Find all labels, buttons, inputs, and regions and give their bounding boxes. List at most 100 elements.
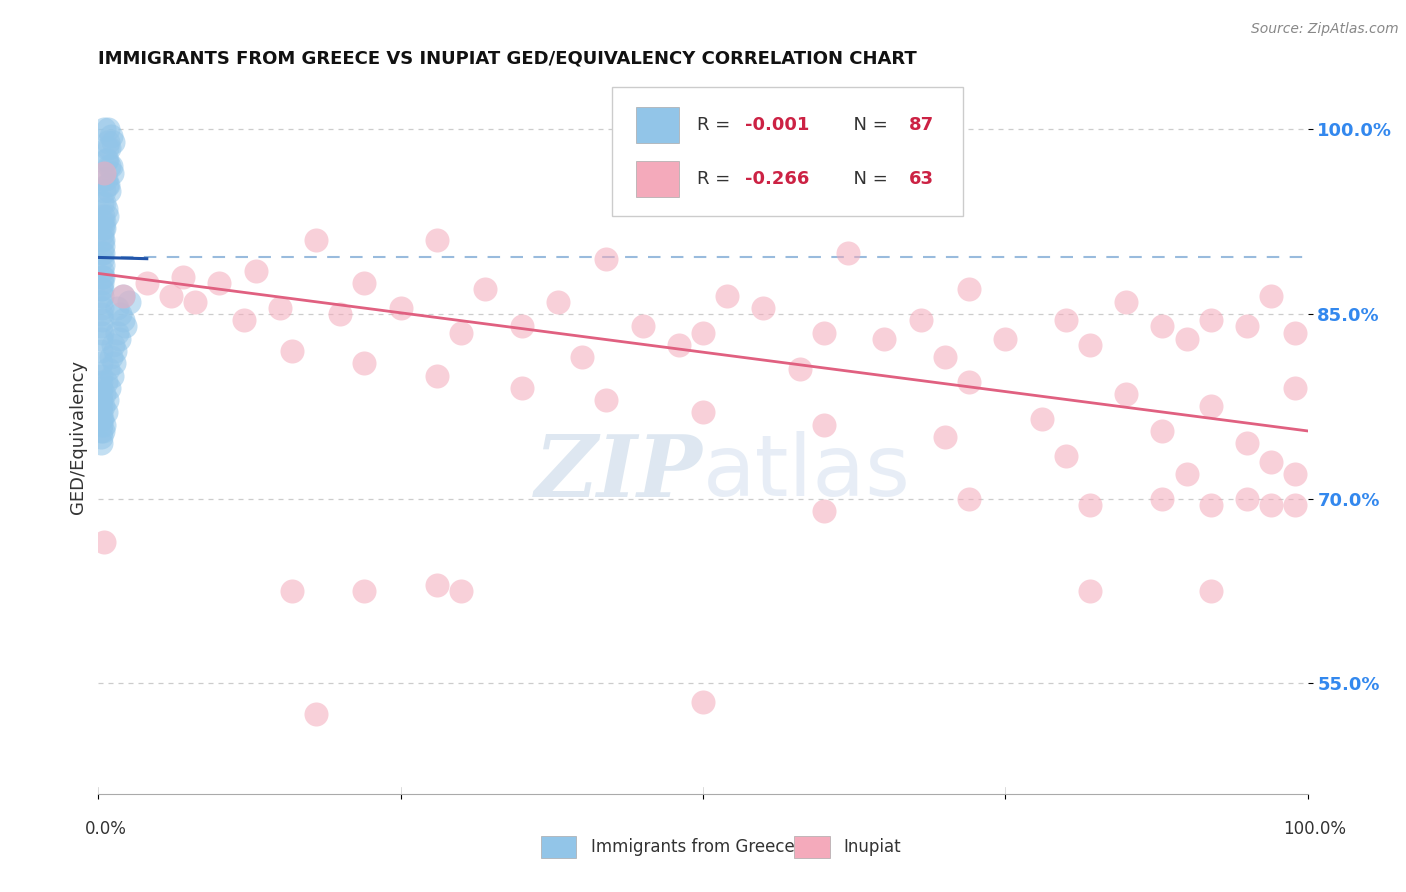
Point (1199, 400, 1222, 414)
Point (91, 258, 114, 272)
Point (1078, 498, 1101, 512)
Point (184, 294, 207, 309)
Point (111, 288, 134, 302)
Point (595, 252, 617, 266)
Point (111, 288, 134, 302)
Point (329, 307, 352, 321)
Point (1284, 467, 1306, 481)
Point (91, 215, 114, 229)
Point (571, 350, 593, 364)
Point (90, 375, 112, 389)
Point (97, 135, 120, 149)
Point (91, 270, 114, 285)
Point (93, 417, 115, 432)
Point (91, 245, 114, 260)
Point (547, 294, 569, 309)
Text: 63: 63 (908, 169, 934, 187)
Point (93, 215, 115, 229)
Point (910, 313, 932, 327)
Point (91, 270, 114, 285)
Point (595, 393, 617, 408)
Point (90, 405, 112, 419)
Point (90, 307, 112, 321)
Point (135, 277, 157, 291)
Point (474, 282, 496, 296)
Point (1152, 491, 1174, 506)
Point (91, 326, 114, 340)
Point (93, 165, 115, 179)
Point (100, 128, 122, 143)
Point (1054, 449, 1077, 463)
Point (957, 282, 980, 296)
Point (114, 319, 136, 334)
Point (90, 332, 112, 346)
Point (1031, 411, 1053, 425)
Point (97, 362, 120, 376)
Point (813, 326, 835, 340)
Point (1284, 326, 1306, 340)
Point (91, 282, 114, 296)
Point (91, 288, 114, 302)
Point (91, 196, 114, 211)
Text: IMMIGRANTS FROM GREECE VS INUPIAT GED/EQUIVALENCY CORRELATION CHART: IMMIGRANTS FROM GREECE VS INUPIAT GED/EQ… (98, 50, 917, 68)
Point (90, 381, 112, 395)
Point (108, 307, 131, 321)
Point (118, 294, 141, 309)
Point (160, 288, 183, 302)
Point (90, 387, 112, 401)
Point (1078, 338, 1101, 352)
Text: -0.266: -0.266 (745, 169, 810, 187)
Point (1175, 467, 1198, 481)
Point (91, 301, 114, 315)
Point (994, 332, 1017, 346)
Point (96, 141, 118, 155)
Point (873, 332, 896, 346)
Point (97, 122, 120, 136)
Text: Inupiat: Inupiat (844, 838, 901, 856)
Point (91, 171, 114, 186)
Point (208, 277, 231, 291)
Point (281, 343, 304, 358)
Point (510, 381, 533, 395)
Point (93, 122, 115, 136)
Point (692, 326, 714, 340)
Point (103, 356, 125, 370)
Point (111, 313, 134, 327)
Text: atlas: atlas (703, 431, 911, 515)
Point (93, 387, 115, 401)
Point (789, 362, 811, 376)
Point (389, 301, 412, 315)
Point (90, 319, 112, 334)
Point (1260, 288, 1282, 302)
Text: -0.001: -0.001 (745, 116, 810, 134)
Point (91, 209, 114, 223)
Point (1236, 491, 1258, 506)
Point (353, 583, 375, 598)
Point (91, 252, 114, 266)
Point (91, 233, 114, 247)
Point (813, 417, 835, 432)
Point (96, 393, 118, 408)
Point (96, 209, 118, 223)
Point (1199, 313, 1222, 327)
Point (90, 436, 112, 450)
Point (101, 135, 124, 149)
Point (813, 504, 835, 518)
Point (96, 178, 118, 192)
Text: N =: N = (842, 116, 894, 134)
Text: Immigrants from Greece: Immigrants from Greece (591, 838, 794, 856)
Point (100, 160, 122, 174)
Point (281, 583, 304, 598)
Point (104, 343, 127, 358)
Point (90, 282, 112, 296)
Point (108, 332, 131, 346)
Point (1284, 381, 1306, 395)
Point (105, 326, 128, 340)
Point (1236, 319, 1258, 334)
Point (90, 417, 112, 432)
Point (91, 277, 114, 291)
Point (98, 160, 121, 174)
Point (98, 381, 121, 395)
Point (1260, 455, 1282, 469)
Point (1199, 583, 1222, 598)
